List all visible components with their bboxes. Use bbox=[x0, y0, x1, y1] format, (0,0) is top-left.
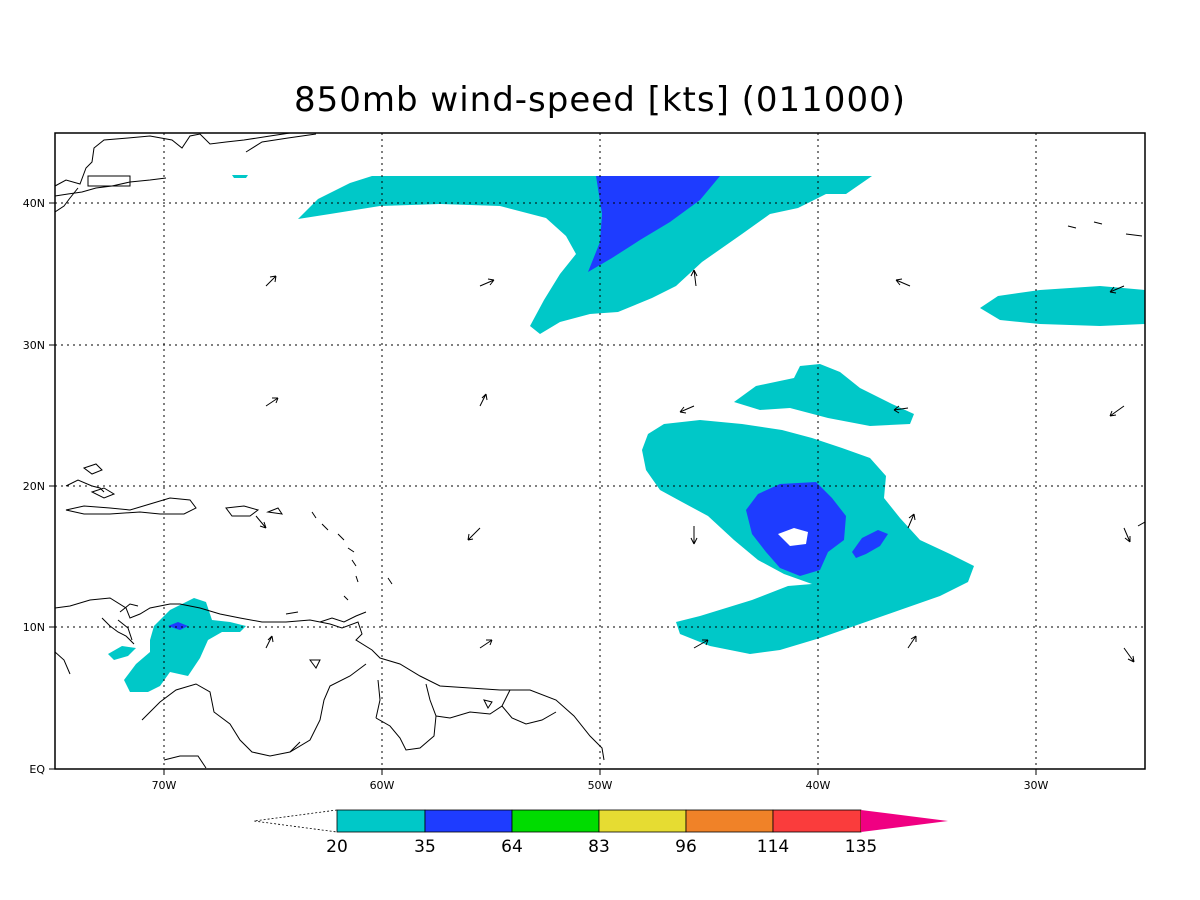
shade-carib-cyan bbox=[124, 598, 246, 692]
map-title: 850mb wind-speed [kts] (011000) bbox=[294, 80, 906, 120]
shade-north-cyan bbox=[298, 176, 872, 334]
colorbar-label-96: 96 bbox=[675, 837, 697, 857]
colorbar-label-135: 135 bbox=[845, 837, 877, 857]
colorbar-swatch-35-64 bbox=[424, 809, 513, 833]
shade-carib-cyan-w bbox=[108, 646, 136, 660]
lon-label-30w: 30W bbox=[1024, 779, 1049, 792]
lat-label-40n: 40N bbox=[23, 197, 45, 210]
lon-label-50w: 50W bbox=[588, 779, 613, 792]
tick-marks bbox=[49, 202, 1037, 775]
shade-storm-blue-east bbox=[852, 530, 888, 558]
colorbar-label-35: 35 bbox=[414, 837, 436, 857]
shade-small-nw bbox=[232, 175, 248, 178]
shade-east-cyan bbox=[980, 286, 1145, 326]
longitude-labels: 70W 60W 50W 40W 30W bbox=[152, 779, 1049, 792]
colorbar-label-114: 114 bbox=[757, 837, 789, 857]
lon-label-60w: 60W bbox=[370, 779, 395, 792]
lon-label-40w: 40W bbox=[806, 779, 831, 792]
lat-label-eq: EQ bbox=[29, 763, 45, 776]
lat-label-10n: 10N bbox=[23, 621, 45, 634]
lat-label-30n: 30N bbox=[23, 339, 45, 352]
colorbar: 20 35 64 83 96 114 135 bbox=[253, 809, 948, 857]
lon-label-70w: 70W bbox=[152, 779, 177, 792]
colorbar-label-83: 83 bbox=[588, 837, 610, 857]
colorbar-swatch-20-35 bbox=[336, 809, 426, 833]
shade-carib-blue bbox=[168, 622, 188, 630]
colorbar-label-20: 20 bbox=[326, 837, 348, 857]
colorbar-swatch-83-96 bbox=[598, 809, 687, 833]
shade-storm-north-cyan bbox=[734, 364, 914, 426]
lat-label-20n: 20N bbox=[23, 480, 45, 493]
colorbar-label-64: 64 bbox=[501, 837, 523, 857]
colorbar-swatch-64-83 bbox=[511, 809, 600, 833]
coastlines bbox=[55, 133, 1145, 769]
grid-lines bbox=[55, 133, 1145, 769]
shade-storm-hole bbox=[778, 528, 808, 546]
colorbar-swatch-114-135 bbox=[772, 809, 862, 833]
colorbar-swatch-96-114 bbox=[685, 809, 774, 833]
shade-north-blue bbox=[588, 176, 720, 272]
latitude-labels: EQ 10N 20N 30N 40N bbox=[23, 197, 46, 776]
wind-vectors bbox=[255, 269, 1135, 663]
shaded-fields bbox=[108, 175, 1145, 692]
colorbar-lower-triangle bbox=[253, 809, 338, 833]
colorbar-upper-triangle bbox=[861, 810, 948, 832]
